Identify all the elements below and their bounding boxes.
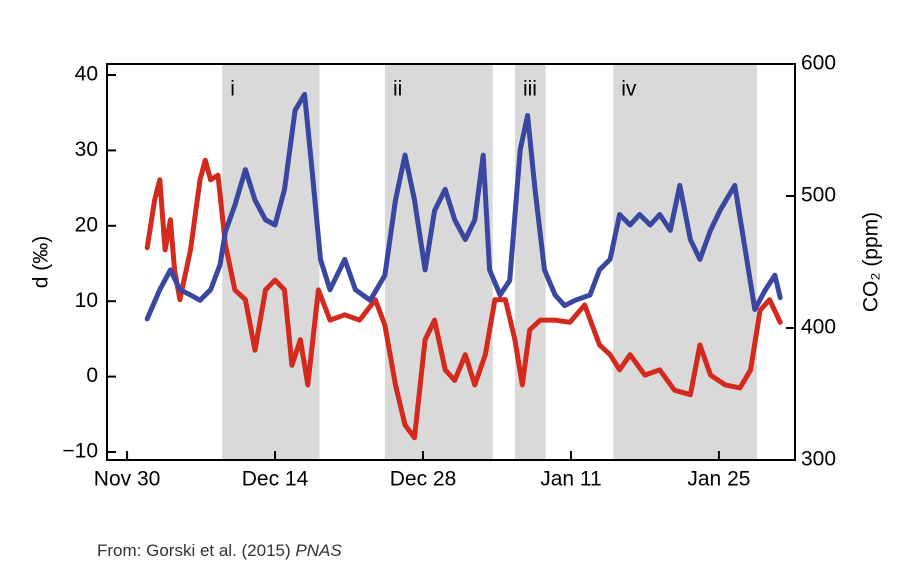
source-journal: PNAS bbox=[295, 541, 342, 560]
x-tick-label: Jan 25 bbox=[687, 468, 750, 491]
y-tick-label: 0 bbox=[86, 364, 98, 387]
region-label: iv bbox=[621, 78, 637, 101]
y2-axis-label: CO₂ (ppm) bbox=[860, 212, 883, 312]
y2-tick-label: 300 bbox=[801, 448, 836, 471]
y-tick-label: −10 bbox=[62, 440, 98, 463]
shaded-region bbox=[613, 64, 757, 460]
y-tick-label: 30 bbox=[75, 138, 98, 161]
region-label: ii bbox=[393, 78, 402, 101]
shaded-region bbox=[222, 64, 320, 460]
chart: d (‰) CO₂ (ppm) i ii iii iv−100102030403004… bbox=[30, 52, 883, 491]
x-tick-label: Jan 11 bbox=[540, 468, 602, 491]
x-tick-label: Nov 30 bbox=[94, 468, 161, 491]
y-tick-label: 10 bbox=[75, 289, 98, 312]
source: From: Gorski et al. (2015) PNAS bbox=[97, 541, 342, 561]
y2-tick-label: 600 bbox=[801, 52, 836, 75]
shaded-region bbox=[384, 64, 493, 460]
y-tick-label: 40 bbox=[75, 63, 98, 86]
data-line bbox=[144, 157, 783, 441]
source-text: From: Gorski et al. (2015) bbox=[97, 541, 291, 560]
plot-frame bbox=[106, 63, 796, 461]
y-tick-label: 20 bbox=[75, 213, 98, 236]
y2-tick-label: 500 bbox=[801, 184, 836, 207]
y-axis-label: d (‰) bbox=[30, 236, 53, 289]
region-label: iii bbox=[523, 78, 537, 101]
x-tick-label: Dec 28 bbox=[390, 468, 457, 491]
x-tick-label: Dec 14 bbox=[242, 468, 309, 491]
region-label: i bbox=[230, 78, 235, 101]
data-line bbox=[144, 91, 783, 322]
y2-tick-label: 400 bbox=[801, 316, 836, 339]
